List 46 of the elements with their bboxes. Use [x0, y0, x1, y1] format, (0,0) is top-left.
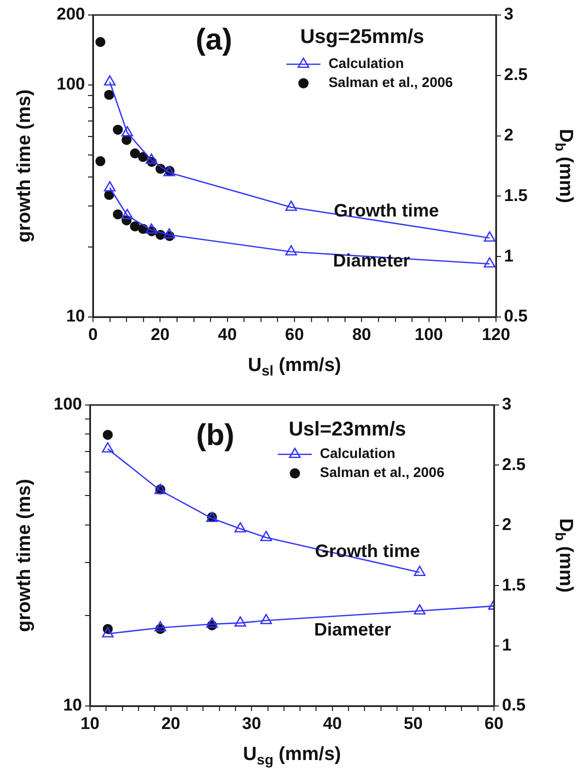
- x-tick-label: 80: [352, 324, 372, 344]
- y2-tick-label: 1: [504, 246, 514, 266]
- y2-tick-label: 0.5: [502, 696, 526, 715]
- annotation: (b): [196, 418, 234, 452]
- legend-label: Calculation: [320, 445, 396, 462]
- x-tick-label: 20: [150, 324, 170, 344]
- y2-tick-label: 2: [502, 515, 512, 534]
- legend-label: Salman et al., 2006: [328, 74, 454, 90]
- x-tick-label: 100: [414, 324, 444, 344]
- y2-tick-label: 3: [502, 394, 512, 414]
- x-tick-label: 60: [285, 324, 304, 344]
- annotation: Usl=23mm/s: [288, 418, 406, 440]
- annotation: Diameter: [332, 250, 410, 271]
- x-tick-label: 10: [80, 714, 100, 733]
- annotation: Growth time: [315, 540, 420, 561]
- y2-tick-label: 2.5: [502, 454, 526, 474]
- x-tick-label: 0: [88, 324, 98, 344]
- x-tick-label: 120: [482, 324, 510, 344]
- y-tick-label: 10: [63, 696, 82, 715]
- y2-tick-label: 2: [504, 125, 514, 144]
- y2-tick-label: 1.5: [502, 575, 526, 594]
- y2-tick-label: 3: [504, 4, 514, 24]
- y2-axis-title: Db (mm): [551, 128, 576, 204]
- y2-tick-label: 1.5: [504, 186, 528, 205]
- x-tick-label: 60: [484, 714, 504, 733]
- x-tick-label: 40: [322, 714, 342, 733]
- annotation: Usg=25mm/s: [300, 26, 424, 48]
- annotation: (a): [196, 24, 232, 57]
- y-axis-title: growth time (ms): [14, 478, 36, 632]
- y2-tick-label: 0.5: [504, 306, 528, 326]
- annotation: Growth time: [334, 200, 439, 220]
- x-tick-label: 30: [242, 714, 262, 733]
- x-tick-label: 50: [404, 714, 423, 733]
- y2-tick-label: 2.5: [504, 65, 528, 84]
- y-axis-title: growth time (ms): [14, 89, 36, 243]
- x-tick-label: 20: [161, 714, 180, 733]
- y-tick-label: 10: [66, 306, 85, 326]
- y-tick-label: 200: [56, 4, 85, 24]
- legend-label: Calculation: [328, 55, 404, 72]
- x-tick-label: 40: [218, 324, 237, 344]
- legend-label: Salman et al., 2006: [320, 464, 445, 480]
- y2-axis-title: Db (mm): [551, 518, 576, 593]
- y-tick-label: 100: [56, 74, 85, 94]
- annotation: Diameter: [314, 619, 392, 640]
- y-tick-label: 100: [54, 394, 82, 414]
- y2-tick-label: 1: [502, 635, 512, 654]
